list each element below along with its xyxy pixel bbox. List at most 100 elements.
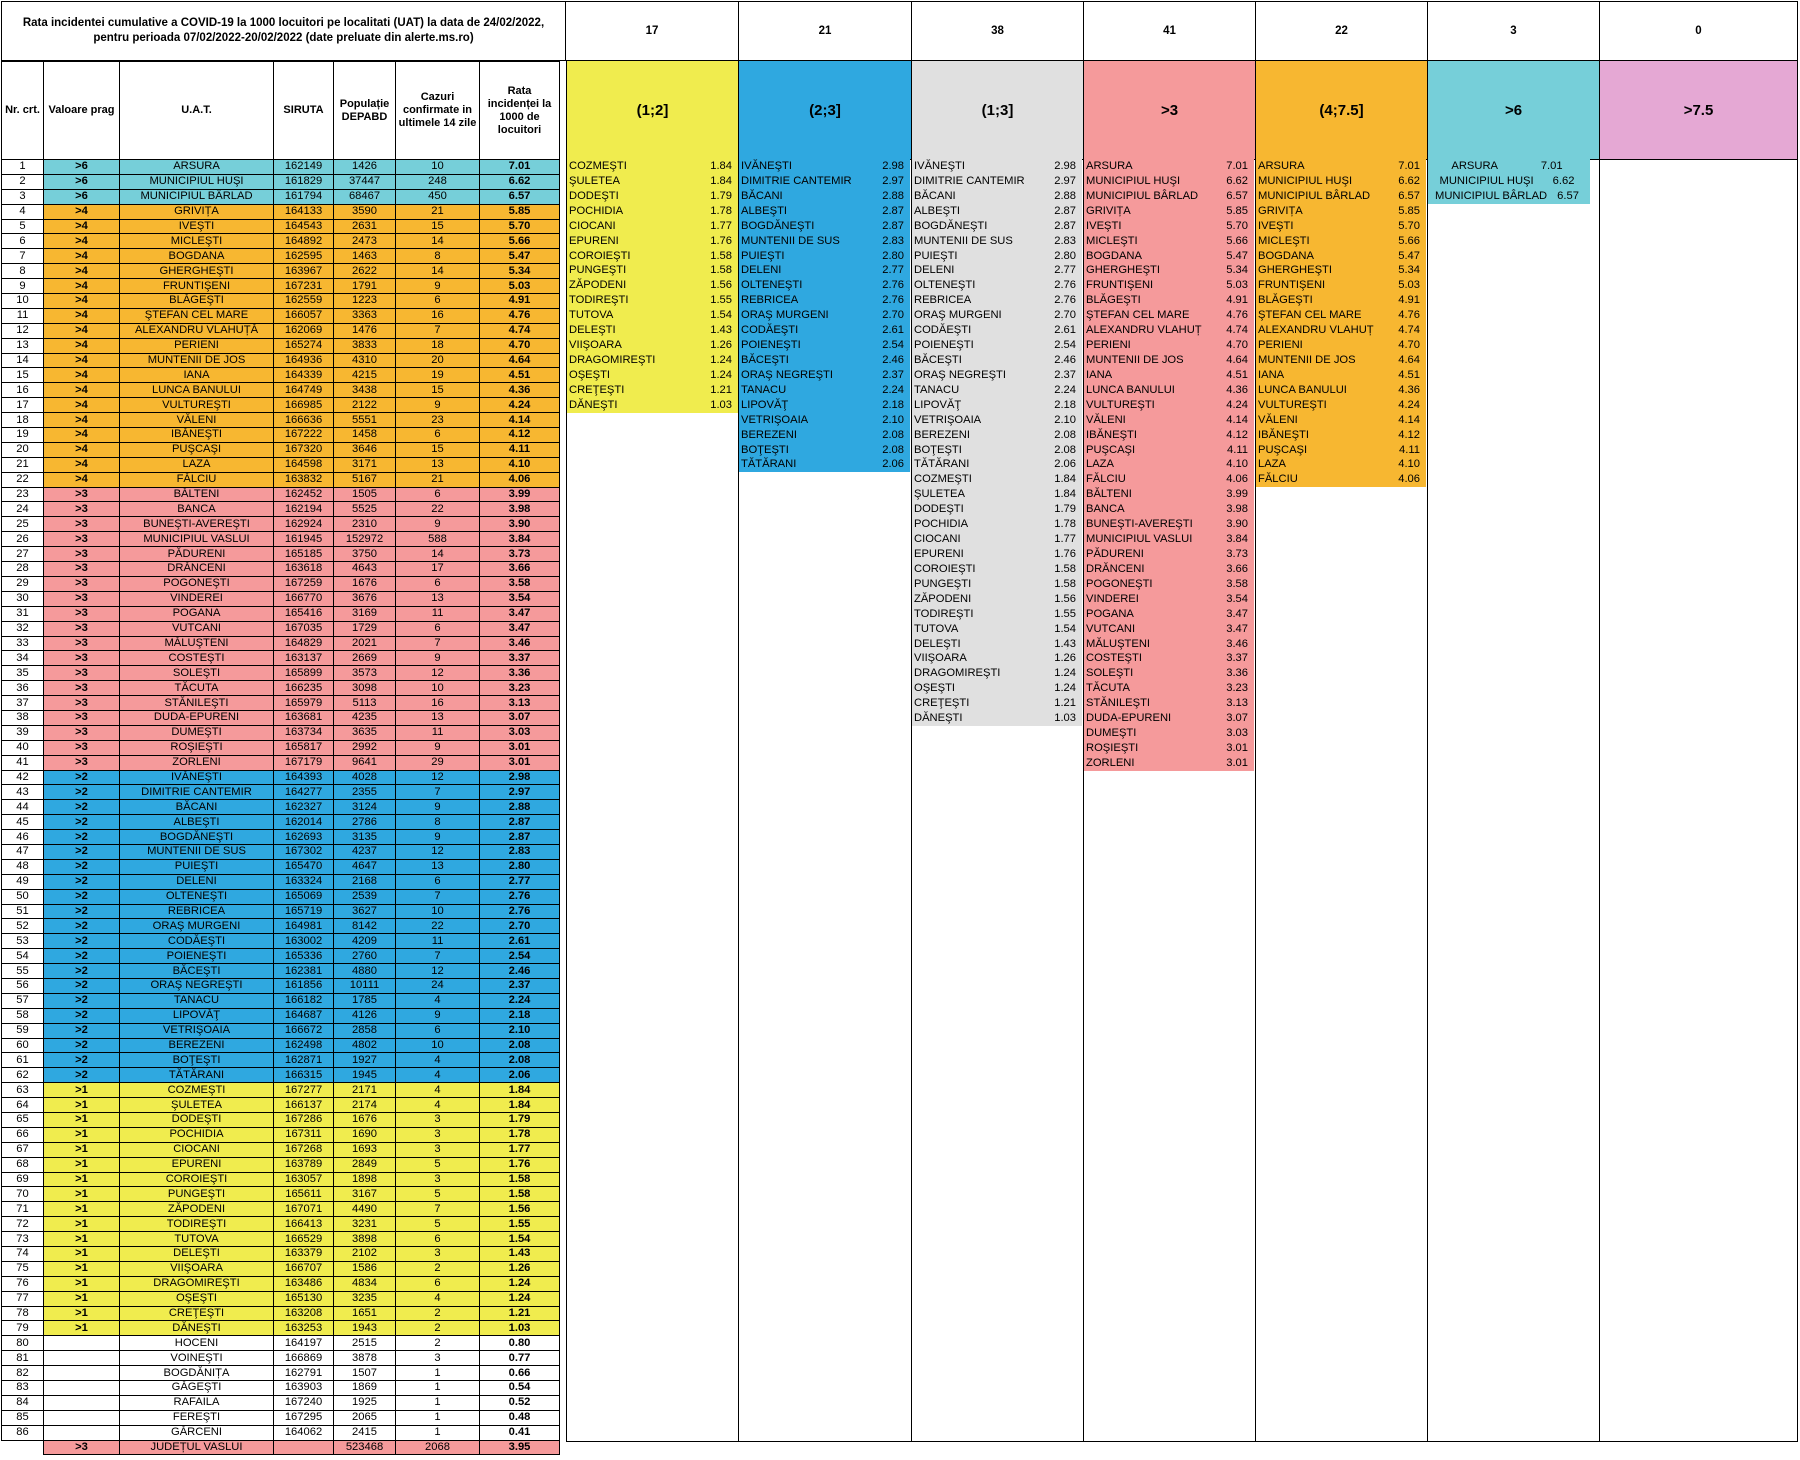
prag-cell: >3 (43, 546, 120, 563)
side-list-item: VULTUREŞTI 4.24 (1256, 397, 1426, 413)
side-list-item: TĂCUTA 3.23 (1084, 681, 1254, 697)
cazuri-cell: 21 (395, 203, 480, 220)
side-item-rate: 2.87 (882, 219, 904, 232)
side-list-item: MUNTENII DE SUS 2.83 (912, 233, 1082, 249)
uat-cell: TUTOVA (119, 1231, 274, 1248)
side-item-rate: 2.80 (882, 249, 904, 262)
rata-cell: 1.78 (479, 1126, 560, 1143)
side-item-rate: 2.97 (1054, 174, 1076, 187)
rata-cell: 2.54 (479, 948, 560, 965)
side-item-name: BOGDANA (1258, 249, 1314, 262)
populatie-cell: 152972 (333, 531, 396, 548)
side-item-name: ZORLENI (1086, 756, 1135, 769)
rata-cell: 2.24 (479, 992, 560, 1009)
nr-cell: 84 (1, 1394, 44, 1411)
side-item-name: BOGDĂNEŞTI (741, 219, 815, 232)
populatie-cell: 4490 (333, 1201, 396, 1218)
rata-cell: 0.52 (479, 1394, 560, 1411)
prag-cell: >2 (43, 933, 120, 950)
side-item-rate: 1.55 (1054, 607, 1076, 620)
side-item-rate: 2.54 (1054, 339, 1076, 352)
nr-cell: 34 (1, 650, 44, 667)
nr-cell: 29 (1, 575, 44, 592)
side-item-rate: 5.85 (1226, 204, 1248, 217)
cazuri-cell: 6 (395, 293, 480, 309)
side-item-rate: 2.08 (1054, 428, 1076, 441)
uat-cell: RAFAILA (119, 1394, 274, 1411)
rata-cell: 4.76 (479, 307, 560, 324)
prag-cell: >4 (43, 397, 120, 414)
table-row: 32 >3 VUTCANI 167035 1729 6 3.47 (1, 620, 560, 637)
populatie-cell: 1676 (333, 575, 396, 592)
side-item-name: MUNICIPIUL HUŞI (1086, 174, 1181, 187)
side-item-name: EPURENI (914, 547, 964, 560)
side-item-rate: 2.10 (1054, 413, 1076, 426)
nr-cell: 3 (1, 188, 44, 205)
uat-cell: BOGDĂNIȚA (119, 1365, 274, 1382)
uat-cell: DĂNEŞTI (119, 1320, 274, 1337)
side-item-name: MĂLUŞTENI (1086, 637, 1151, 650)
side-item-name: DIMITRIE CANTEMIR (914, 174, 1025, 187)
side-item-name: DRĂNCENI (1086, 562, 1145, 575)
cazuri-cell: 13 (395, 709, 480, 726)
uat-cell: ALBEŞTI (119, 814, 274, 831)
side-item-rate: 1.54 (710, 309, 732, 322)
populatie-cell: 2310 (333, 516, 396, 533)
rata-cell: 2.87 (479, 829, 560, 845)
rata-cell: 1.79 (479, 1112, 560, 1128)
side-item-name: PERIENI (1258, 339, 1303, 352)
side-item-rate: 3.47 (1226, 607, 1248, 620)
table-row: 84 RAFAILA 167240 1925 1 0.52 (1, 1394, 560, 1411)
table-row: 68 >1 EPURENI 163789 2849 5 1.76 (1, 1156, 560, 1173)
uat-cell: IANA (119, 367, 274, 384)
siruta-cell: 162149 (273, 159, 334, 175)
side-item-name: OLTENEŞTI (741, 279, 803, 292)
side-list-item: IANA 4.51 (1084, 367, 1254, 383)
prag-cell: >2 (43, 918, 120, 935)
side-list-item: MICLEŞTI 5.66 (1256, 233, 1426, 249)
table-row: 81 VOINEŞTI 166869 3878 3 0.77 (1, 1350, 560, 1367)
populatie-cell: 2786 (333, 814, 396, 831)
side-item-rate: 2.61 (882, 324, 904, 337)
side-list-item: MĂLUŞTENI 3.46 (1084, 636, 1254, 652)
side-column-count: 41 (1084, 1, 1256, 61)
table-row: 21 >4 LAZA 164598 3171 13 4.10 (1, 456, 560, 473)
table-row: 49 >2 DELENI 163324 2168 6 2.77 (1, 873, 560, 890)
side-item-name: PUIEŞTI (914, 249, 958, 262)
siruta-cell: 163486 (273, 1275, 334, 1292)
side-item-name: ARSURA (1258, 160, 1305, 172)
side-item-rate: 6.62 (1226, 174, 1248, 187)
side-list-item: PERIENI 4.70 (1256, 338, 1426, 353)
nr-cell: 42 (1, 769, 44, 786)
side-item-name: VETRIŞOAIA (741, 413, 809, 426)
side-list-item: OŞEŞTI 1.24 (567, 367, 738, 383)
populatie-cell: 3635 (333, 724, 396, 741)
side-list-item: POGONEŞTI 3.58 (1084, 576, 1254, 592)
rata-cell: 4.10 (479, 456, 560, 473)
prag-cell: >1 (43, 1216, 120, 1233)
siruta-cell: 162194 (273, 501, 334, 518)
nr-cell: 82 (1, 1365, 44, 1382)
prag-cell: >2 (43, 1052, 120, 1069)
uat-cell: BANCA (119, 501, 274, 518)
nr-cell: 13 (1, 337, 44, 354)
siruta-cell: 167071 (273, 1201, 334, 1218)
nr-cell: 48 (1, 858, 44, 875)
side-list-item: ALBEŞTI 2.87 (912, 203, 1082, 219)
table-row: 2 >6 MUNICIPIUL HUŞI 161829 37447 248 6.62 (1, 173, 560, 190)
side-item-rate: 2.76 (882, 294, 904, 307)
nr-cell: 30 (1, 590, 44, 607)
uat-cell: ALEXANDRU VLAHUȚĂ (119, 322, 274, 339)
side-list-item: MUNICIPIUL BÂRLAD 6.57 (1084, 188, 1254, 204)
side-list-item: DELEŞTI 1.43 (567, 323, 738, 339)
side-list-item: TUTOVA 1.54 (912, 621, 1082, 637)
cazuri-cell: 11 (395, 724, 480, 741)
uat-cell: GHERGHEŞTI (119, 263, 274, 280)
side-list-item: PUŞCAŞI 4.11 (1256, 442, 1426, 458)
side-list-item: DELENI 2.77 (739, 263, 910, 279)
cazuri-cell: 10 (395, 1037, 480, 1054)
cazuri-cell: 450 (395, 188, 480, 205)
rata-cell: 0.48 (479, 1409, 560, 1426)
nr-cell: 12 (1, 322, 44, 339)
prag-cell: >3 (43, 665, 120, 682)
